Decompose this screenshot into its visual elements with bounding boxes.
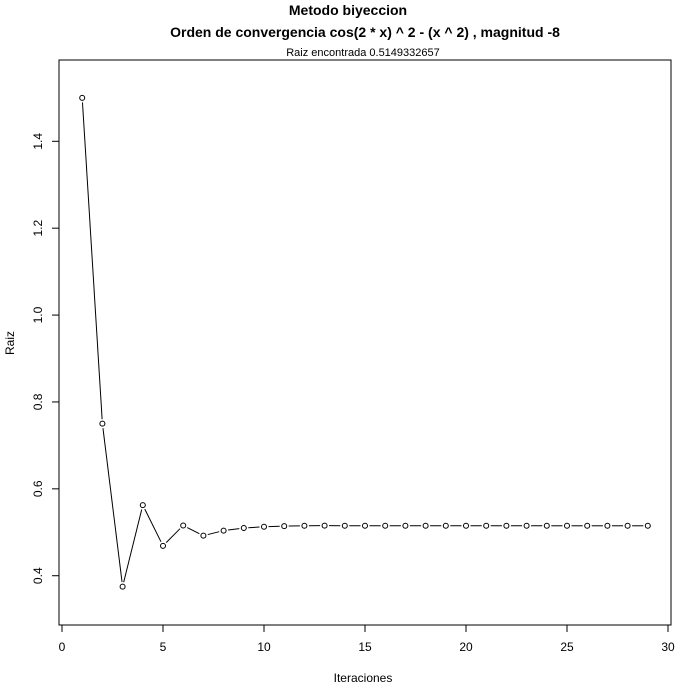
series-segment bbox=[102, 428, 123, 583]
data-point bbox=[139, 502, 146, 509]
x-tick-label: 25 bbox=[560, 640, 574, 654]
data-point bbox=[604, 522, 611, 529]
x-tick-label: 20 bbox=[459, 640, 473, 654]
series-segment bbox=[186, 527, 200, 535]
data-point bbox=[341, 522, 348, 529]
data-point bbox=[644, 522, 651, 529]
x-tick-label: 10 bbox=[257, 640, 271, 654]
data-point bbox=[220, 527, 227, 534]
y-tick-label: 0.8 bbox=[31, 393, 45, 410]
data-point bbox=[240, 525, 247, 532]
data-point bbox=[119, 583, 126, 590]
x-axis-label: Iteraciones bbox=[334, 671, 393, 685]
y-tick-label: 1.0 bbox=[31, 306, 45, 323]
data-point bbox=[402, 522, 409, 529]
x-tick-label: 30 bbox=[661, 640, 675, 654]
y-tick-label: 0.6 bbox=[31, 480, 45, 497]
y-tick-label: 1.4 bbox=[31, 133, 45, 150]
series-segment bbox=[123, 509, 143, 583]
chart-title: Metodo biyeccion bbox=[289, 2, 407, 18]
plot-frame bbox=[58, 59, 672, 626]
data-point bbox=[79, 94, 86, 101]
y-tick-label: 0.4 bbox=[31, 567, 45, 584]
data-point bbox=[321, 522, 328, 529]
data-point bbox=[301, 522, 308, 529]
x-axis: 0 5 10 15 20 25 30 bbox=[59, 624, 675, 654]
data-point bbox=[564, 522, 570, 529]
y-tick-label: 1.2 bbox=[31, 220, 45, 237]
data-point bbox=[503, 522, 510, 529]
series-segment bbox=[165, 528, 181, 544]
data-point bbox=[483, 522, 490, 529]
series-segment bbox=[144, 508, 162, 543]
data-point bbox=[200, 532, 207, 539]
series-segment bbox=[228, 528, 240, 531]
series-segment bbox=[248, 526, 260, 529]
y-axis-label: Raiz bbox=[3, 331, 17, 355]
data-point bbox=[362, 522, 368, 529]
chart-title-line2: Orden de convergencia cos(2 * x) ^ 2 - (… bbox=[170, 24, 560, 40]
data-point bbox=[463, 522, 469, 529]
chart-subtitle: Raiz encontrada 0.5149332657 bbox=[286, 47, 440, 59]
data-point bbox=[261, 523, 267, 530]
data-point bbox=[523, 522, 530, 529]
y-axis: 0.4 0.6 0.8 1.0 1.2 1.4 bbox=[31, 133, 60, 584]
data-point bbox=[543, 522, 550, 529]
data-point bbox=[382, 522, 389, 529]
data-point bbox=[180, 522, 187, 529]
x-tick-label: 15 bbox=[358, 640, 372, 654]
x-tick-label: 5 bbox=[160, 640, 167, 654]
data-point bbox=[422, 522, 429, 529]
data-point bbox=[442, 522, 449, 529]
series-raiz bbox=[79, 94, 651, 590]
series-segment bbox=[207, 531, 220, 536]
data-point bbox=[624, 522, 631, 529]
data-point bbox=[99, 420, 106, 427]
series-segment bbox=[81, 102, 103, 420]
data-point bbox=[281, 523, 288, 530]
x-tick-label: 0 bbox=[59, 640, 66, 654]
data-point bbox=[160, 542, 166, 549]
data-point bbox=[584, 522, 591, 529]
